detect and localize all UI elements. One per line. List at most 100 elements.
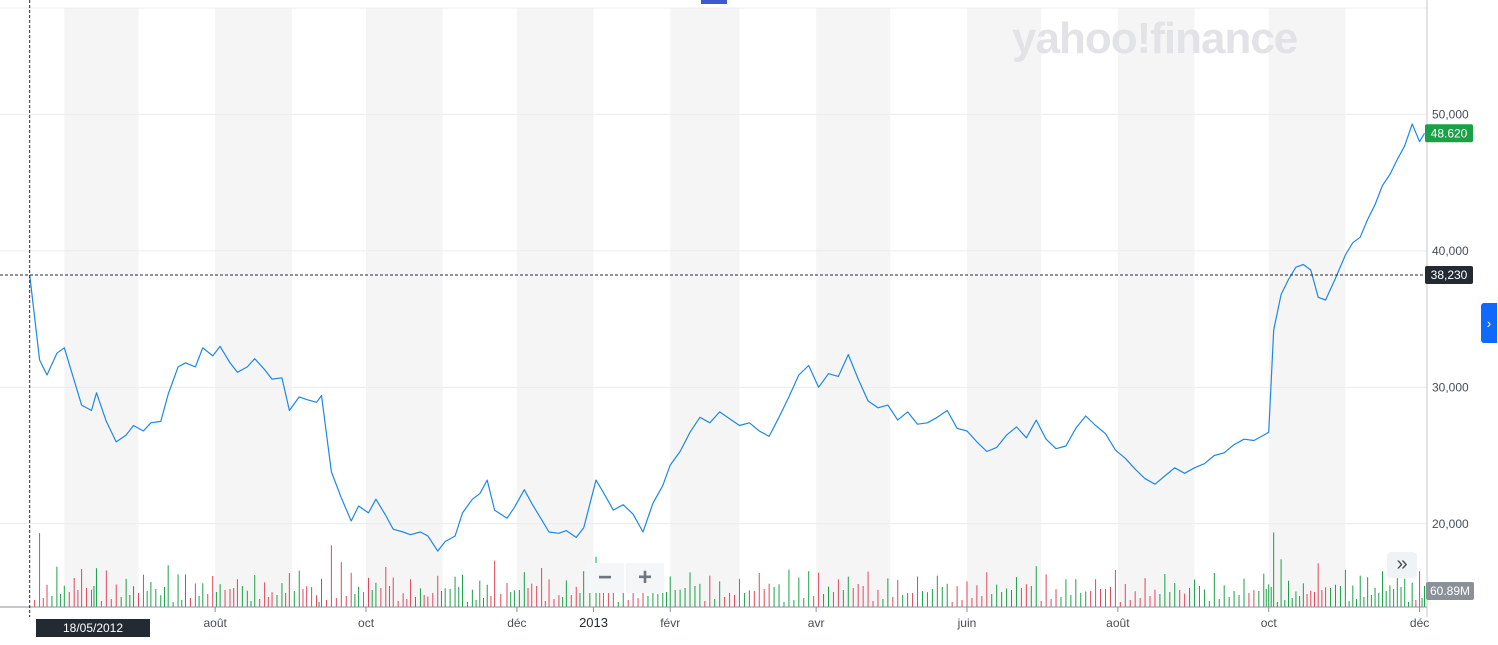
volume-bar <box>704 601 706 607</box>
volume-bar <box>146 591 148 607</box>
volume-bar <box>91 589 93 607</box>
volume-bar <box>1238 595 1240 607</box>
volume-bar <box>1095 579 1097 607</box>
volume-bar <box>120 597 122 607</box>
volume-bar <box>267 597 269 607</box>
volume-bar <box>607 587 609 607</box>
volume-bar <box>432 593 434 607</box>
volume-bar <box>1374 587 1376 607</box>
month-band <box>516 8 594 607</box>
volume-bar <box>271 592 273 607</box>
volume-bar <box>669 576 671 607</box>
month-band <box>64 8 139 607</box>
volume-bar <box>181 600 183 607</box>
volume-bar <box>689 572 691 607</box>
volume-bar <box>466 602 468 607</box>
volume-bar <box>34 600 36 607</box>
volume-bar <box>385 567 387 607</box>
month-band <box>966 8 1042 607</box>
zoom-out-control[interactable]: − <box>586 563 624 593</box>
volume-bar <box>579 593 581 607</box>
volume-bar <box>454 576 456 607</box>
volume-bar <box>1184 593 1186 607</box>
volume-bar <box>857 584 859 607</box>
zoom-out-button[interactable]: − <box>597 564 612 591</box>
grid-lines <box>0 7 1427 525</box>
volume-bar <box>1295 591 1297 607</box>
volume-bar <box>1134 591 1136 607</box>
volume-bar <box>100 601 102 607</box>
volume-bar <box>345 596 347 607</box>
volume-bar <box>354 594 356 607</box>
volume-bar <box>437 575 439 607</box>
volume-bar <box>419 588 421 607</box>
yahoo-finance-watermark: yahoo!finance <box>1012 14 1298 63</box>
volume-bar <box>427 596 429 607</box>
volume-bar <box>1284 600 1286 607</box>
volume-bar <box>202 583 204 607</box>
volume-bar <box>1400 587 1402 607</box>
volume-bar <box>1070 595 1072 607</box>
volume-bar <box>1389 585 1391 607</box>
volume-bar <box>541 568 543 607</box>
volume-bar <box>194 583 196 607</box>
volume-bar <box>1159 594 1161 607</box>
volume-bar <box>406 599 408 607</box>
y-tick-label: 20,000 <box>1432 517 1469 531</box>
volume-bar <box>150 582 152 607</box>
volume-bar <box>1233 591 1235 607</box>
volume-bar <box>335 598 337 607</box>
volume-bar <box>1149 596 1151 607</box>
volume-bar <box>1055 589 1057 607</box>
volume-bar <box>1348 601 1350 607</box>
volume-bar <box>803 598 805 607</box>
volume-bar <box>1218 599 1220 607</box>
volume-bar <box>1367 577 1369 607</box>
x-tick-label: août <box>1106 616 1130 630</box>
zoom-in-control[interactable]: + <box>626 563 664 593</box>
month-band <box>1268 8 1346 607</box>
zoom-in-button[interactable]: + <box>637 564 652 591</box>
volume-bar <box>773 587 775 607</box>
volume-bar <box>1253 590 1255 607</box>
volume-bar <box>397 601 399 607</box>
volume-bar <box>986 572 988 607</box>
volume-bar <box>63 585 65 607</box>
volume-bar <box>410 579 412 607</box>
expand-chart-button[interactable]: » <box>1387 552 1417 578</box>
volume-bar <box>788 569 790 607</box>
volume-bar <box>1291 598 1293 607</box>
volume-bar <box>1302 583 1304 607</box>
range-indicator <box>701 0 727 4</box>
volume-bar <box>1330 588 1332 607</box>
volume-bar <box>813 596 815 607</box>
y-tick-label: 40,000 <box>1432 244 1469 258</box>
volume-bar <box>926 592 928 607</box>
volume-bar <box>77 590 79 607</box>
volume-bar <box>1356 599 1358 607</box>
volume-bar <box>753 591 755 607</box>
crosshair-overlay: 38,230 48.620 60.89M <box>0 0 1474 617</box>
volume-bar <box>1280 559 1282 607</box>
volume-bar <box>1144 578 1146 607</box>
volume-bar <box>1299 596 1301 607</box>
volume-bar <box>575 586 577 607</box>
volume-bar <box>1035 566 1037 607</box>
crosshair-price-tag <box>1425 266 1473 285</box>
volume-bar <box>155 589 157 607</box>
volume-bar <box>306 586 308 607</box>
volume-bar <box>1359 575 1361 607</box>
volume-bar <box>1060 597 1062 607</box>
side-panel-toggle-icon[interactable]: › <box>1481 303 1497 343</box>
volume-bar <box>758 573 760 607</box>
volume-bar <box>828 586 830 607</box>
volume-bar <box>902 595 904 607</box>
volume-bar <box>471 589 473 607</box>
volume-bar <box>137 593 139 607</box>
volume-bar <box>536 586 538 607</box>
volume-bar <box>1198 586 1200 607</box>
volume-bar <box>523 572 525 607</box>
volume-bar <box>458 587 460 607</box>
volume-bar <box>321 578 323 607</box>
